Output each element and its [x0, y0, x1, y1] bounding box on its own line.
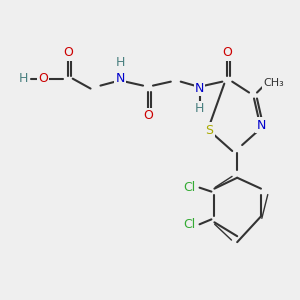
Text: H: H: [116, 56, 125, 69]
Text: N: N: [195, 82, 204, 95]
Text: O: O: [222, 46, 232, 59]
Text: Cl: Cl: [184, 181, 196, 194]
Text: O: O: [38, 72, 48, 85]
Text: N: N: [116, 72, 125, 85]
Text: Cl: Cl: [184, 218, 196, 231]
Text: H: H: [195, 102, 204, 115]
Text: H: H: [19, 72, 28, 85]
Text: S: S: [206, 124, 213, 137]
Text: O: O: [63, 46, 73, 59]
Text: N: N: [256, 119, 266, 132]
Text: O: O: [143, 109, 153, 122]
Text: CH₃: CH₃: [263, 78, 284, 88]
